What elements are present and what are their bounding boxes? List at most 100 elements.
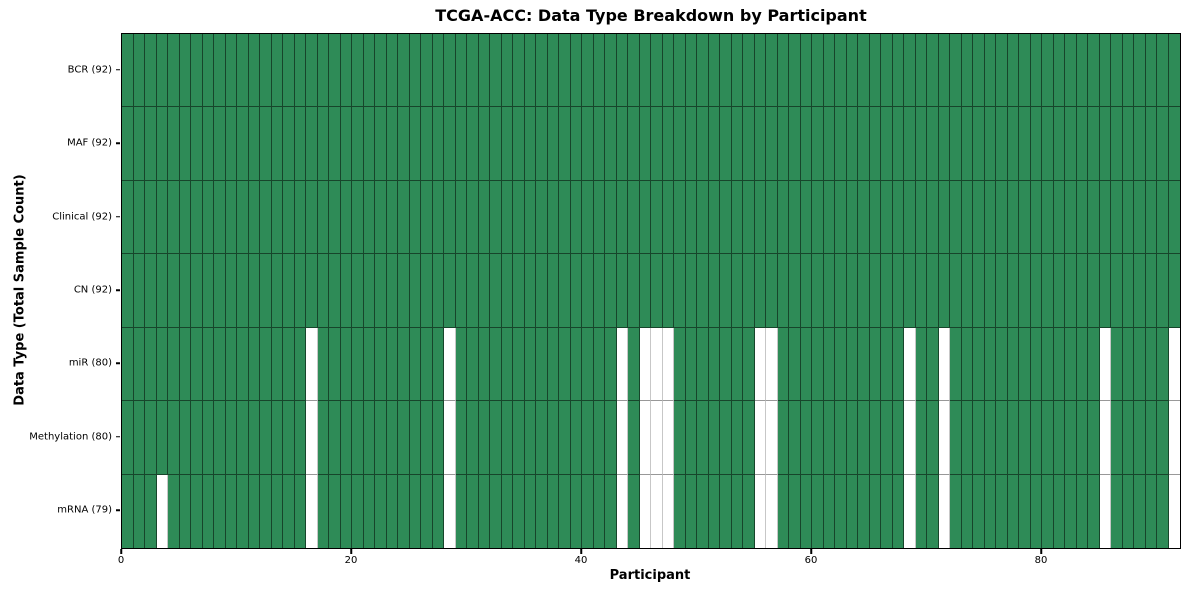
heatmap-cell	[455, 254, 467, 328]
heatmap-cell	[145, 180, 157, 255]
heatmap-cell	[340, 401, 352, 475]
heatmap-cell	[800, 401, 812, 475]
heatmap-cell	[938, 327, 950, 402]
heatmap-cell	[674, 474, 686, 548]
heatmap-cell	[248, 474, 260, 548]
heatmap-cell	[616, 107, 628, 181]
heatmap-cell	[547, 474, 559, 548]
heatmap-cell	[214, 327, 226, 402]
heatmap-cell	[202, 474, 214, 548]
heatmap-cell	[777, 254, 789, 328]
heatmap-cell	[582, 327, 594, 402]
heatmap-cell	[536, 180, 548, 255]
heatmap-cell	[363, 254, 375, 328]
heatmap-cell	[1007, 401, 1019, 475]
heatmap-cell	[398, 107, 410, 181]
heatmap-cell	[904, 254, 916, 328]
heatmap-cell	[708, 401, 720, 475]
heatmap-cell	[352, 474, 364, 548]
heatmap-cell	[846, 254, 858, 328]
heatmap-cell	[697, 474, 709, 548]
heatmap-cell	[651, 327, 663, 402]
y-axis-ticks: BCR (92) MAF (92) Clinical (92) CN (92) miR …	[0, 33, 120, 547]
heatmap-cell	[179, 474, 191, 548]
heatmap-cell	[1053, 180, 1065, 255]
y-tick-mark	[115, 362, 120, 365]
heatmap-cell	[329, 401, 341, 475]
heatmap-cell	[789, 180, 801, 255]
heatmap-cell	[1019, 107, 1031, 181]
heatmap-cell	[1065, 474, 1077, 548]
heatmap-cell	[386, 107, 398, 181]
heatmap-cell	[1088, 107, 1100, 181]
heatmap-cell	[823, 401, 835, 475]
heatmap-cell	[915, 401, 927, 475]
heatmap-cell	[973, 474, 985, 548]
heatmap-cell	[386, 327, 398, 402]
heatmap-cell	[398, 254, 410, 328]
heatmap-cell	[674, 107, 686, 181]
heatmap-cell	[927, 254, 939, 328]
heatmap-cell	[835, 401, 847, 475]
heatmap-cell	[938, 107, 950, 181]
heatmap-cell	[490, 401, 502, 475]
heatmap-cell	[1019, 327, 1031, 402]
heatmap-cell	[950, 107, 962, 181]
heatmap-cell	[340, 327, 352, 402]
heatmap-cell	[605, 254, 617, 328]
heatmap-cell	[421, 474, 433, 548]
heatmap-cell	[616, 34, 628, 108]
heatmap-cell	[467, 107, 479, 181]
heatmap-cell	[1053, 254, 1065, 328]
heatmap-cell	[260, 401, 272, 475]
heatmap-cell	[754, 401, 766, 475]
heatmap-cell	[1099, 401, 1111, 475]
heatmap-cell	[271, 107, 283, 181]
heatmap-cell	[271, 474, 283, 548]
heatmap-cell	[1134, 254, 1146, 328]
heatmap-cell	[248, 34, 260, 108]
heatmap-cell	[720, 327, 732, 402]
heatmap-cell	[1042, 327, 1054, 402]
heatmap-cell	[869, 327, 881, 402]
heatmap-cell	[1134, 34, 1146, 108]
heatmap-cell	[513, 327, 525, 402]
heatmap-cell	[881, 254, 893, 328]
heatmap-cell	[352, 254, 364, 328]
heatmap-cell	[662, 474, 674, 548]
heatmap-cell	[674, 254, 686, 328]
heatmap-cell	[1134, 107, 1146, 181]
heatmap-cell	[524, 254, 536, 328]
heatmap-cell	[329, 327, 341, 402]
heatmap-cell	[754, 107, 766, 181]
heatmap-cell	[697, 180, 709, 255]
heatmap-cell	[1122, 474, 1134, 548]
heatmap-cell	[570, 401, 582, 475]
x-axis-ticks: 0 20 40 60 80	[118, 549, 1179, 573]
heatmap-cell	[651, 254, 663, 328]
heatmap-cell	[685, 34, 697, 108]
heatmap-cell	[892, 107, 904, 181]
y-tick-label: Clinical (92)	[52, 211, 112, 223]
heatmap-cell	[869, 180, 881, 255]
heatmap-cell	[237, 34, 249, 108]
heatmap-cell	[777, 474, 789, 548]
heatmap-cell	[628, 327, 640, 402]
heatmap-cell	[662, 34, 674, 108]
heatmap-cell	[294, 327, 306, 402]
heatmap-cell	[858, 474, 870, 548]
y-tick-mark	[115, 215, 120, 218]
heatmap-cell	[996, 107, 1008, 181]
heatmap-cell	[846, 474, 858, 548]
heatmap-cell	[1007, 107, 1019, 181]
heatmap-cell	[1111, 107, 1123, 181]
heatmap-cell	[743, 107, 755, 181]
heatmap-cell	[1099, 474, 1111, 548]
heatmap-cell	[202, 327, 214, 402]
heatmap-cell	[973, 327, 985, 402]
heatmap-cell	[789, 34, 801, 108]
heatmap-cell	[156, 401, 168, 475]
heatmap-cell	[294, 107, 306, 181]
heatmap-cell	[766, 254, 778, 328]
heatmap-cell	[800, 34, 812, 108]
